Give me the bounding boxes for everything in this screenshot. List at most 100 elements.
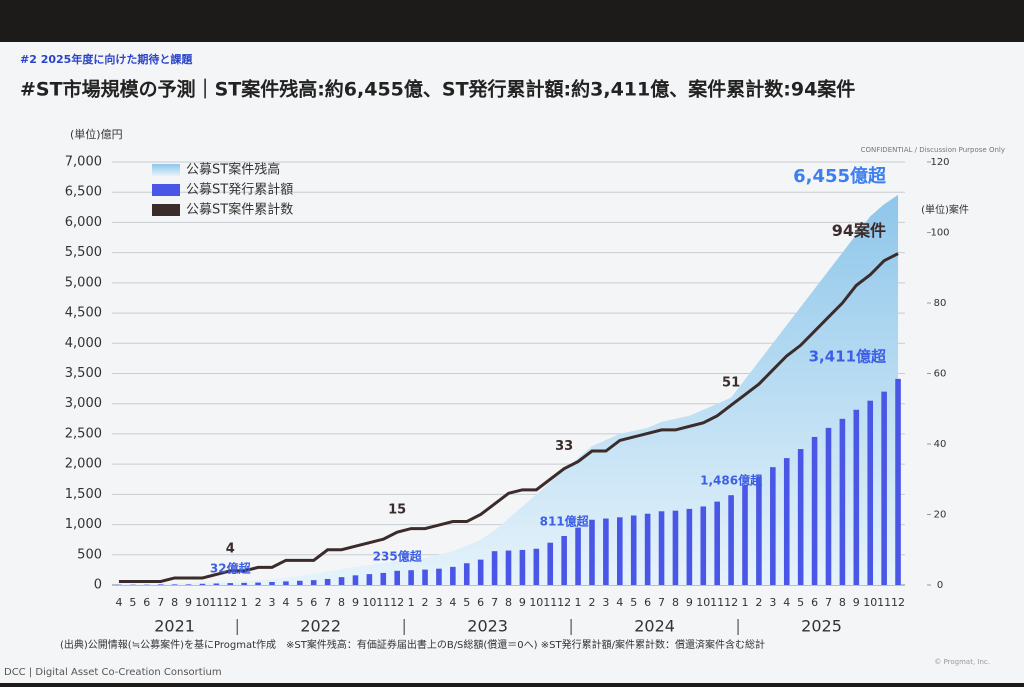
- x-tick-label: 7: [324, 596, 331, 609]
- bar: [645, 514, 651, 585]
- y-tick-label: 3,500: [65, 366, 102, 381]
- y2-tick-label: 60: [934, 369, 947, 380]
- data-label: 1,486億超: [700, 473, 763, 488]
- x-tick-label: 3: [268, 596, 275, 609]
- x-tick-label: 10: [362, 596, 376, 609]
- source-note: (出典)公開情報(≒公募案件)を基にProgmat作成 ※ST案件残高：有価証券…: [60, 638, 765, 651]
- x-tick-label: 4: [449, 596, 456, 609]
- bar: [603, 519, 609, 585]
- bar: [255, 583, 261, 585]
- y-tick-label: 6,500: [65, 185, 102, 200]
- legend-label: 公募ST発行累計額: [186, 182, 293, 198]
- data-label: 3,411億超: [809, 347, 887, 365]
- x-tick-label: 9: [352, 596, 359, 609]
- data-label: 33: [555, 439, 573, 454]
- x-tick-label: 6: [143, 596, 150, 609]
- x-tick-label: 5: [463, 596, 470, 609]
- x-tick-label: 5: [630, 596, 637, 609]
- x-tick-label: 4: [783, 596, 790, 609]
- bar: [659, 511, 665, 585]
- x-group-label: 2024: [634, 617, 675, 636]
- x-tick-label: 2: [422, 596, 429, 609]
- bar: [186, 584, 192, 585]
- bar: [575, 528, 581, 585]
- y-tick-label: 2,500: [65, 426, 102, 441]
- x-tick-label: 7: [491, 596, 498, 609]
- x-tick-label: 3: [769, 596, 776, 609]
- bar: [172, 584, 178, 585]
- x-tick-label: 1: [742, 596, 749, 609]
- x-tick-label: 10: [863, 596, 877, 609]
- legend-swatch: [152, 164, 180, 176]
- data-label: 235億超: [373, 548, 423, 563]
- bar: [339, 577, 345, 585]
- x-tick-label: 8: [672, 596, 679, 609]
- legend-swatch: [152, 204, 180, 216]
- bar: [227, 583, 233, 585]
- x-tick-label: 7: [157, 596, 164, 609]
- bar: [589, 520, 595, 585]
- x-tick-label: 12: [223, 596, 237, 609]
- bar: [200, 584, 206, 585]
- x-tick-label: 12: [891, 596, 905, 609]
- confidential-note: CONFIDENTIAL / Discussion Purpose Only: [861, 146, 1005, 154]
- x-tick-label: 9: [519, 596, 526, 609]
- data-label: 32億超: [210, 561, 252, 576]
- x-tick-label: 11: [376, 596, 390, 609]
- x-group-label: 2021: [154, 617, 195, 636]
- y2-tick-label: 100: [930, 228, 949, 239]
- x-tick-label: 3: [602, 596, 609, 609]
- y-tick-label: 1,500: [65, 487, 102, 502]
- legend-swatch: [152, 184, 180, 196]
- x-tick-label: 10: [696, 596, 710, 609]
- bar: [687, 509, 693, 585]
- data-label: 94案件: [832, 221, 886, 240]
- x-tick-label: 9: [853, 596, 860, 609]
- x-tick-label: 3: [435, 596, 442, 609]
- data-label: 51: [722, 376, 740, 391]
- x-tick-label: 9: [686, 596, 693, 609]
- x-tick-label: 5: [797, 596, 804, 609]
- bar: [631, 516, 637, 585]
- x-tick-label: 1: [575, 596, 582, 609]
- bar: [867, 401, 873, 585]
- legend-label: 公募ST案件累計数: [186, 202, 293, 218]
- x-tick-label: 12: [390, 596, 404, 609]
- bar: [269, 582, 275, 585]
- x-group-label: 2025: [801, 617, 842, 636]
- y-tick-label: 4,500: [65, 306, 102, 321]
- y2-tick-label: 0: [937, 580, 943, 591]
- bar: [700, 506, 706, 585]
- bar: [380, 573, 386, 585]
- x-tick-label: 1: [241, 596, 248, 609]
- data-label: 4: [226, 541, 235, 556]
- bar: [422, 570, 428, 585]
- x-group-label: 2023: [467, 617, 508, 636]
- x-tick-label: 12: [724, 596, 738, 609]
- y-tick-label: 6,000: [65, 215, 102, 230]
- bar: [464, 563, 470, 585]
- bar: [547, 543, 553, 585]
- x-tick-label: 8: [338, 596, 345, 609]
- bar: [840, 419, 846, 585]
- x-tick-label: 12: [557, 596, 571, 609]
- x-tick-label: 6: [310, 596, 317, 609]
- chart-title: #ST市場規模の予測｜ST案件残高:約6,455億、ST発行累計額:約3,411…: [20, 78, 855, 101]
- x-group-label: 2022: [300, 617, 341, 636]
- x-tick-label: 2: [588, 596, 595, 609]
- x-tick-label: 6: [477, 596, 484, 609]
- section-label: #2 2025年度に向けた期待と課題: [20, 52, 193, 66]
- bar: [714, 502, 720, 585]
- bar: [478, 560, 484, 585]
- bar: [728, 495, 734, 585]
- x-tick-label: 5: [296, 596, 303, 609]
- x-tick-label: 2: [255, 596, 262, 609]
- y-tick-label: 500: [77, 547, 102, 562]
- bar: [881, 392, 887, 585]
- x-tick-label: 11: [543, 596, 557, 609]
- bar: [812, 437, 818, 585]
- x-tick-label: 6: [811, 596, 818, 609]
- bar: [826, 428, 832, 585]
